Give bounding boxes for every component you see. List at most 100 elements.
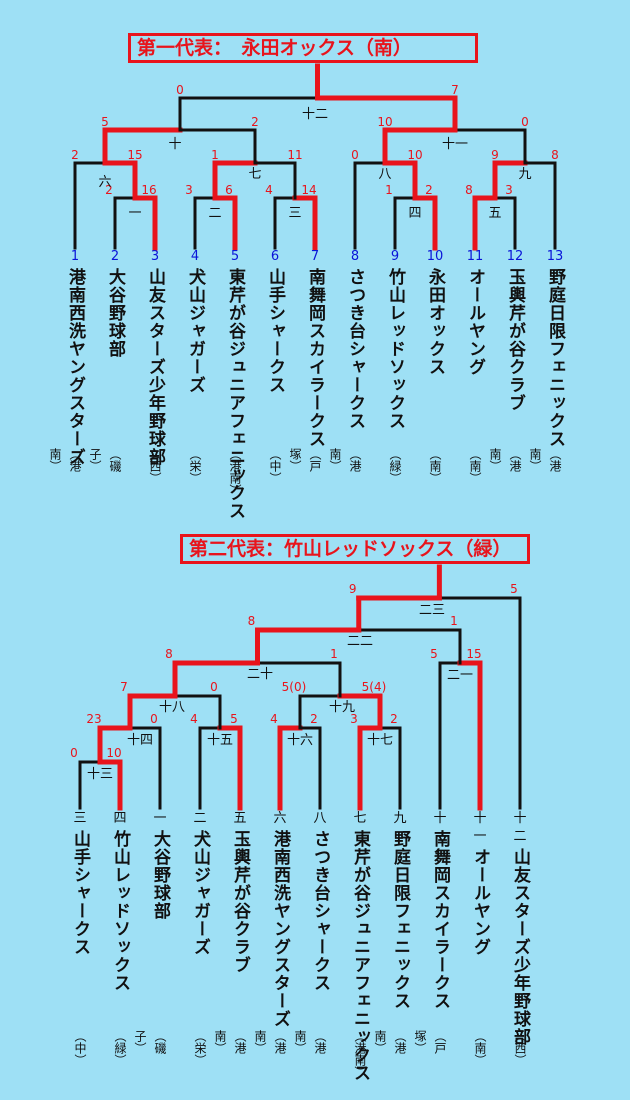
team-district: （中） [73,1030,87,1066]
team-name: 竹山レッドソックス [110,830,130,992]
team-name: 竹山レッドソックス [385,268,405,430]
team-entry: 十南舞岡スカイラークス （戸塚） [413,810,450,1054]
team-entry: 12 玉輿芹が谷クラブ （港南） [488,248,525,472]
score: 10 [106,746,121,760]
score: 1 [330,647,338,661]
team-entry: 1 港南西洗ヤングスターズ （港南） [48,248,85,472]
team-district: （港南） [228,448,242,496]
team-district: （栄） [188,448,202,484]
team-district: （緑） [113,1030,127,1066]
team-name: さつき台シャークス [310,830,330,992]
game-number-label: 五 [488,206,501,221]
team-number: 13 [546,249,564,264]
team-name: 玉輿芹が谷クラブ [505,268,525,412]
team-number: 四 [113,811,127,826]
team-entry: 十二 山友スターズ少年野球部 （西） [510,810,530,1066]
score: 8 [165,647,173,661]
team-district: （南） [468,448,482,484]
team-entry: 7 南舞岡スカイラークス （戸塚） [288,248,325,472]
score: 3 [505,183,513,197]
score: 2 [425,183,433,197]
score: 6 [225,183,233,197]
team-number: 4 [190,249,200,264]
score: 7 [120,680,128,694]
score: 4 [190,712,198,726]
team-district: （西） [513,1030,527,1066]
score: 2 [71,148,79,162]
team-entry: 一大谷野球部 （磯子） [133,810,170,1054]
team-name: 大谷野球部 [105,268,125,358]
team-name: 永田オックス [425,268,445,376]
team-number: 12 [506,249,524,264]
team-number: 十二 [513,811,527,844]
team-entry: 5 東芹が谷ジュニアフェニックス （港南） [225,248,245,520]
score: 1 [450,614,458,628]
team-number: 8 [350,249,360,264]
game-number-label: 十四 [127,733,153,748]
team-district: （港南） [373,1030,407,1054]
game-number-label: 六 [98,175,111,190]
team-number: 7 [310,249,320,264]
score: 0 [150,712,158,726]
team-entry: 2 大谷野球部 （磯子） [88,248,125,472]
team-name: 玉輿芹が谷クラブ [230,830,250,974]
team-entry: 13 野庭日限フェニックス （港南） [528,248,565,472]
team-entry: 五玉輿芹が谷クラブ （港南） [213,810,250,1054]
second-representative-title: 第二代表：竹山レッドソックス（緑） [180,534,530,564]
score: 0 [210,680,218,694]
game-number-label: 二一 [447,668,473,683]
team-entry: 4 犬山ジャガーズ （栄） [185,248,205,484]
team-number: 七 [353,811,367,826]
team-district: （南） [473,1030,487,1066]
team-number: 十 [433,811,447,826]
team-entry: 十一 オールヤング （南） [470,810,490,1066]
score: 5 [510,582,518,596]
game-number-label: 十三 [87,767,113,782]
score: 1 [211,148,219,162]
team-number: 三 [73,811,87,826]
team-name: 野庭日限フェニックス [390,830,410,1010]
score: 9 [491,148,499,162]
team-district: （西） [148,448,162,484]
game-number-label: 十二 [302,107,328,122]
score: 1 [385,183,393,197]
team-district: （栄） [193,1030,207,1066]
game-number-label: 十八 [159,700,185,715]
score: 5 [430,647,438,661]
team-name: 港南西洗ヤングスターズ [270,830,290,1028]
team-name: 東芹が谷ジュニアフェニックス [225,268,245,520]
team-entry: 三山手シャークス （中） [70,810,90,1066]
team-number: 2 [110,249,120,264]
score: 7 [451,83,459,97]
team-number: 九 [393,811,407,826]
game-number-label: 二二 [347,634,373,649]
team-name: 山手シャークス [70,830,90,956]
score: 4 [265,183,273,197]
team-name: 南舞岡スカイラークス [305,268,325,448]
team-number: 11 [466,249,484,264]
game-number-label: 十一 [442,137,468,152]
team-district: （港南） [293,1030,327,1054]
team-number: 六 [273,811,287,826]
team-entry: 八さつき台シャークス （港南） [293,810,330,1054]
score: 2 [310,712,318,726]
team-name: オールヤング [470,848,490,956]
team-entry: 8 さつき台シャークス （港南） [328,248,365,472]
score: 10 [377,115,392,129]
team-entry: 九野庭日限フェニックス （港南） [373,810,410,1054]
team-name: 南舞岡スカイラークス [430,830,450,1010]
game-number-label: 三 [288,206,301,221]
first-representative-title: 第一代表： 永田オックス（南） [128,33,478,63]
team-name: 犬山ジャガーズ [185,268,205,394]
team-district: （緑） [388,448,402,484]
team-district: （磯子） [133,1030,167,1054]
team-district: （港南） [48,448,82,472]
game-number-label: 二十 [247,667,273,682]
team-entry: 6 山手シャークス （中） [265,248,285,484]
score: 8 [551,148,559,162]
score: 0 [521,115,529,129]
team-number: 五 [233,811,247,826]
score: 2 [105,183,113,197]
game-number-label: 十七 [367,733,393,748]
